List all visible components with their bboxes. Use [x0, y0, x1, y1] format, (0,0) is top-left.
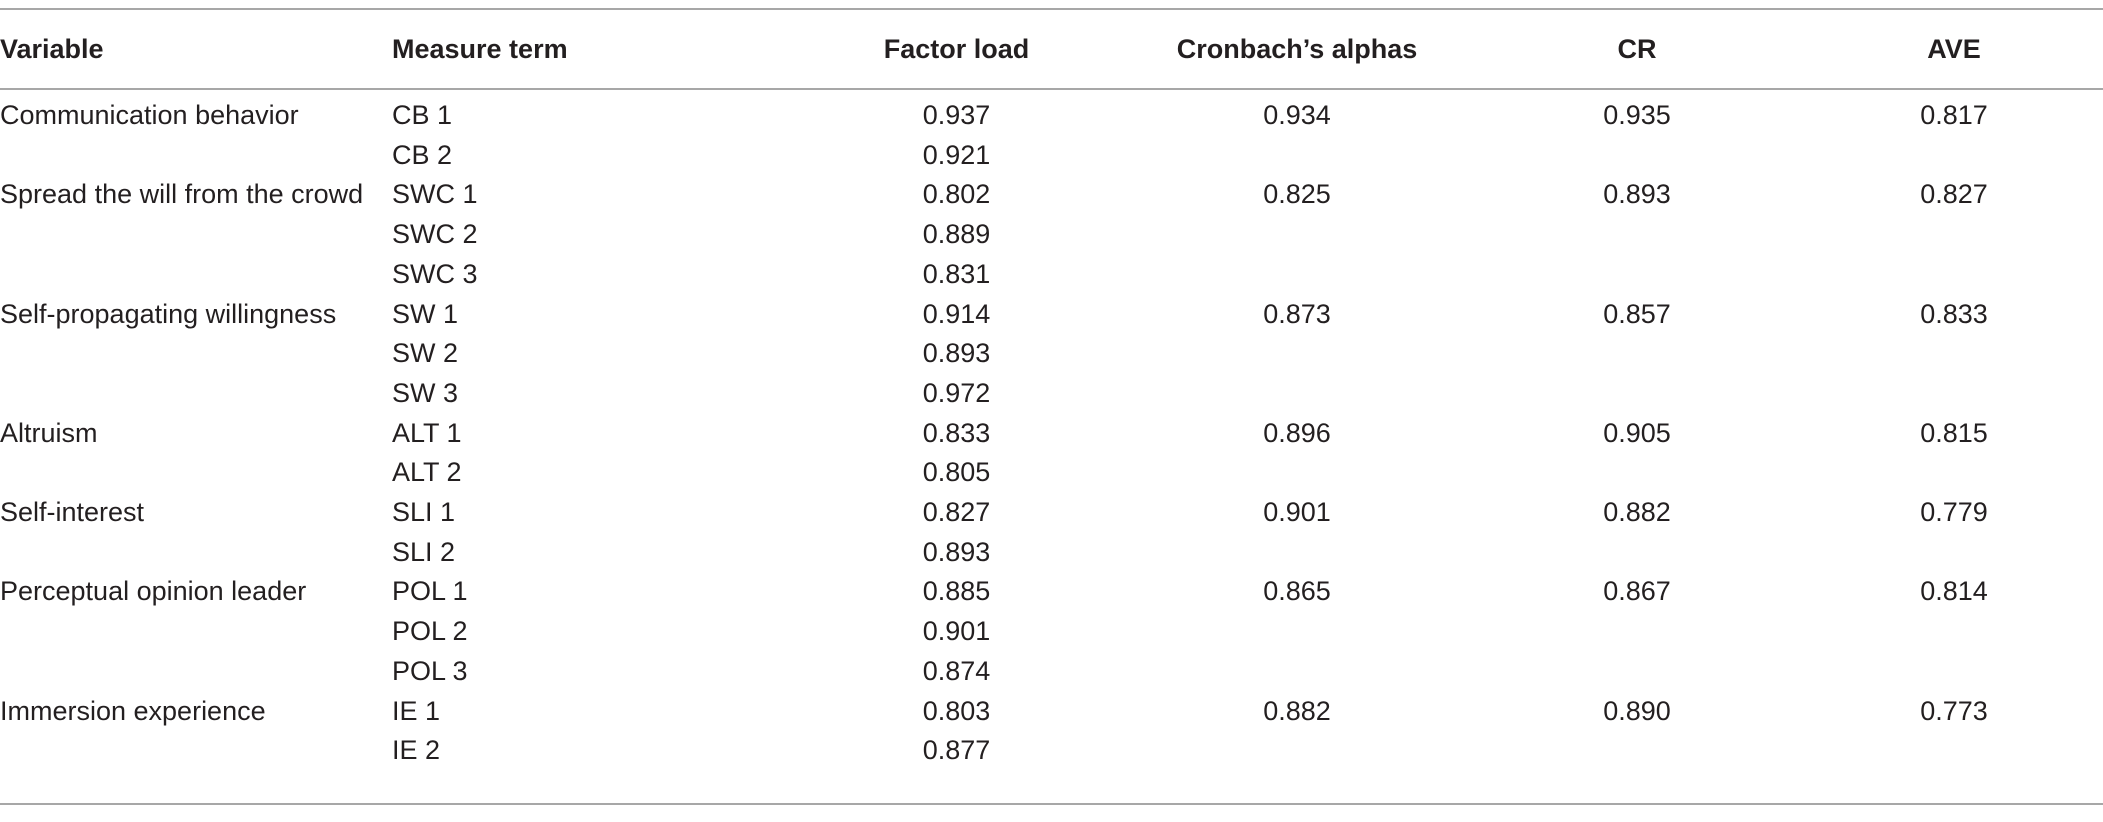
table-row: Altruism ALT 1 0.833 0.896 0.905 0.815	[0, 414, 2103, 454]
table-row: Self-propagating willingness SW 1 0.914 0.8…	[0, 295, 2103, 335]
variable-cell: Altruism	[0, 417, 98, 448]
factor-load-cell: 0.874	[922, 655, 991, 686]
factor-load-cell: 0.921	[922, 139, 991, 170]
header-row: Variable Measure term Factor load Cronba…	[0, 10, 2103, 88]
cr-cell: 0.867	[1603, 576, 1671, 607]
measure-term-cell: SW 2	[392, 338, 459, 369]
variable-cell: Immersion experience	[0, 695, 266, 726]
table-row: SWC 3 0.831	[0, 255, 2103, 295]
ave-cell: 0.814	[1920, 576, 1988, 607]
measure-term-cell: POL 3	[392, 655, 468, 686]
measure-term-cell: SW 1	[392, 298, 459, 329]
factor-load-cell: 0.877	[922, 735, 991, 766]
variable-cell: Self-propagating willingness	[0, 298, 337, 329]
cronbachs-alpha-cell: 0.873	[1263, 298, 1331, 329]
cronbachs-alpha-cell: 0.934	[1263, 100, 1331, 130]
cr-cell: 0.935	[1603, 100, 1671, 130]
factor-load-cell: 0.889	[922, 219, 991, 250]
ave-cell: 0.833	[1920, 298, 1988, 329]
table-row: Communication behavior CB 1 0.937 0.934 0.93…	[0, 88, 2103, 136]
measure-term-cell: ALT 1	[392, 417, 462, 448]
ave-cell: 0.773	[1920, 695, 1988, 726]
cr-cell: 0.890	[1603, 695, 1671, 726]
cr-cell: 0.857	[1603, 298, 1671, 329]
factor-load-cell: 0.914	[922, 298, 991, 329]
measure-term-cell: SW 3	[392, 377, 459, 408]
measure-term-cell: POL 1	[392, 576, 468, 607]
ave-cell: 0.815	[1920, 417, 1988, 448]
reliability-table: Variable Measure term Factor load Cronba…	[0, 10, 2103, 771]
factor-load-cell: 0.893	[922, 338, 991, 369]
cr-cell: 0.882	[1603, 497, 1671, 528]
header-cronbachs-alphas: Cronbach’s alphas	[1176, 33, 1418, 64]
table-row: IE 2 0.877	[0, 731, 2103, 771]
factor-load-cell: 0.893	[922, 536, 991, 567]
factor-load-cell: 0.833	[922, 417, 991, 448]
table-row: POL 3 0.874	[0, 652, 2103, 692]
ave-cell: 0.827	[1920, 179, 1988, 210]
table-header: Variable Measure term Factor load Cronba…	[0, 10, 2103, 88]
measure-term-cell: SLI 1	[392, 497, 456, 528]
cronbachs-alpha-cell: 0.865	[1263, 576, 1331, 607]
table-row: SLI 2 0.893	[0, 533, 2103, 573]
factor-load-cell: 0.802	[922, 179, 991, 210]
measure-term-cell: ALT 2	[392, 457, 462, 488]
measure-term-cell: POL 2	[392, 616, 468, 647]
measure-term-cell: IE 1	[392, 695, 441, 726]
table-row: SW 3 0.972	[0, 374, 2103, 414]
table-body: Communication behavior CB 1 0.937 0.934 0.93…	[0, 88, 2103, 771]
measure-term-cell: SLI 2	[392, 536, 456, 567]
table-row: Self-interest SLI 1 0.827 0.901 0.882 0.779	[0, 493, 2103, 533]
measure-term-cell: SWC 1	[392, 179, 478, 210]
ave-cell: 0.817	[1920, 100, 1988, 130]
header-measure-term: Measure term	[392, 33, 568, 64]
table-row: SW 2 0.893	[0, 334, 2103, 374]
ave-cell: 0.779	[1920, 497, 1988, 528]
measure-term-cell: IE 2	[392, 735, 441, 766]
cronbachs-alpha-cell: 0.882	[1263, 695, 1331, 726]
variable-cell: Perceptual opinion leader	[0, 576, 307, 607]
header-cr: CR	[1617, 33, 1657, 64]
cronbachs-alpha-cell: 0.825	[1263, 179, 1331, 210]
variable-cell: Spread the will from the crowd	[0, 179, 364, 210]
factor-load-cell: 0.885	[922, 576, 991, 607]
measure-term-cell: SWC 2	[392, 219, 478, 250]
table-row: ALT 2 0.805	[0, 453, 2103, 493]
factor-load-cell: 0.937	[922, 100, 991, 130]
measure-term-cell: SWC 3	[392, 258, 478, 289]
measure-term-cell: CB 1	[392, 100, 453, 130]
table-row: POL 2 0.901	[0, 612, 2103, 652]
header-variable: Variable	[0, 33, 104, 64]
factor-load-cell: 0.827	[922, 497, 991, 528]
cronbachs-alpha-cell: 0.901	[1263, 497, 1331, 528]
variable-cell: Self-interest	[0, 497, 145, 528]
table-header-rule	[0, 88, 2103, 90]
table-bottom-rule	[0, 803, 2103, 805]
table-top-rule	[0, 8, 2103, 10]
table-row: Spread the will from the crowd SWC 1 0.802…	[0, 175, 2103, 215]
table-row: CB 2 0.921	[0, 136, 2103, 176]
factor-load-cell: 0.901	[922, 616, 991, 647]
cr-cell: 0.905	[1603, 417, 1671, 448]
factor-load-cell: 0.805	[922, 457, 991, 488]
measure-term-cell: CB 2	[392, 139, 453, 170]
table-row: SWC 2 0.889	[0, 215, 2103, 255]
factor-load-cell: 0.831	[922, 258, 991, 289]
table-row: Immersion experience IE 1 0.803 0.882 0.890 0…	[0, 692, 2103, 732]
cr-cell: 0.893	[1603, 179, 1671, 210]
table-row: Perceptual opinion leader POL 1 0.885 0.865…	[0, 572, 2103, 612]
cronbachs-alpha-cell: 0.896	[1263, 417, 1331, 448]
factor-load-cell: 0.803	[922, 695, 991, 726]
header-ave: AVE	[1927, 33, 1981, 64]
factor-load-cell: 0.972	[922, 377, 991, 408]
header-factor-load: Factor load	[883, 33, 1030, 64]
variable-cell: Communication behavior	[0, 100, 299, 130]
